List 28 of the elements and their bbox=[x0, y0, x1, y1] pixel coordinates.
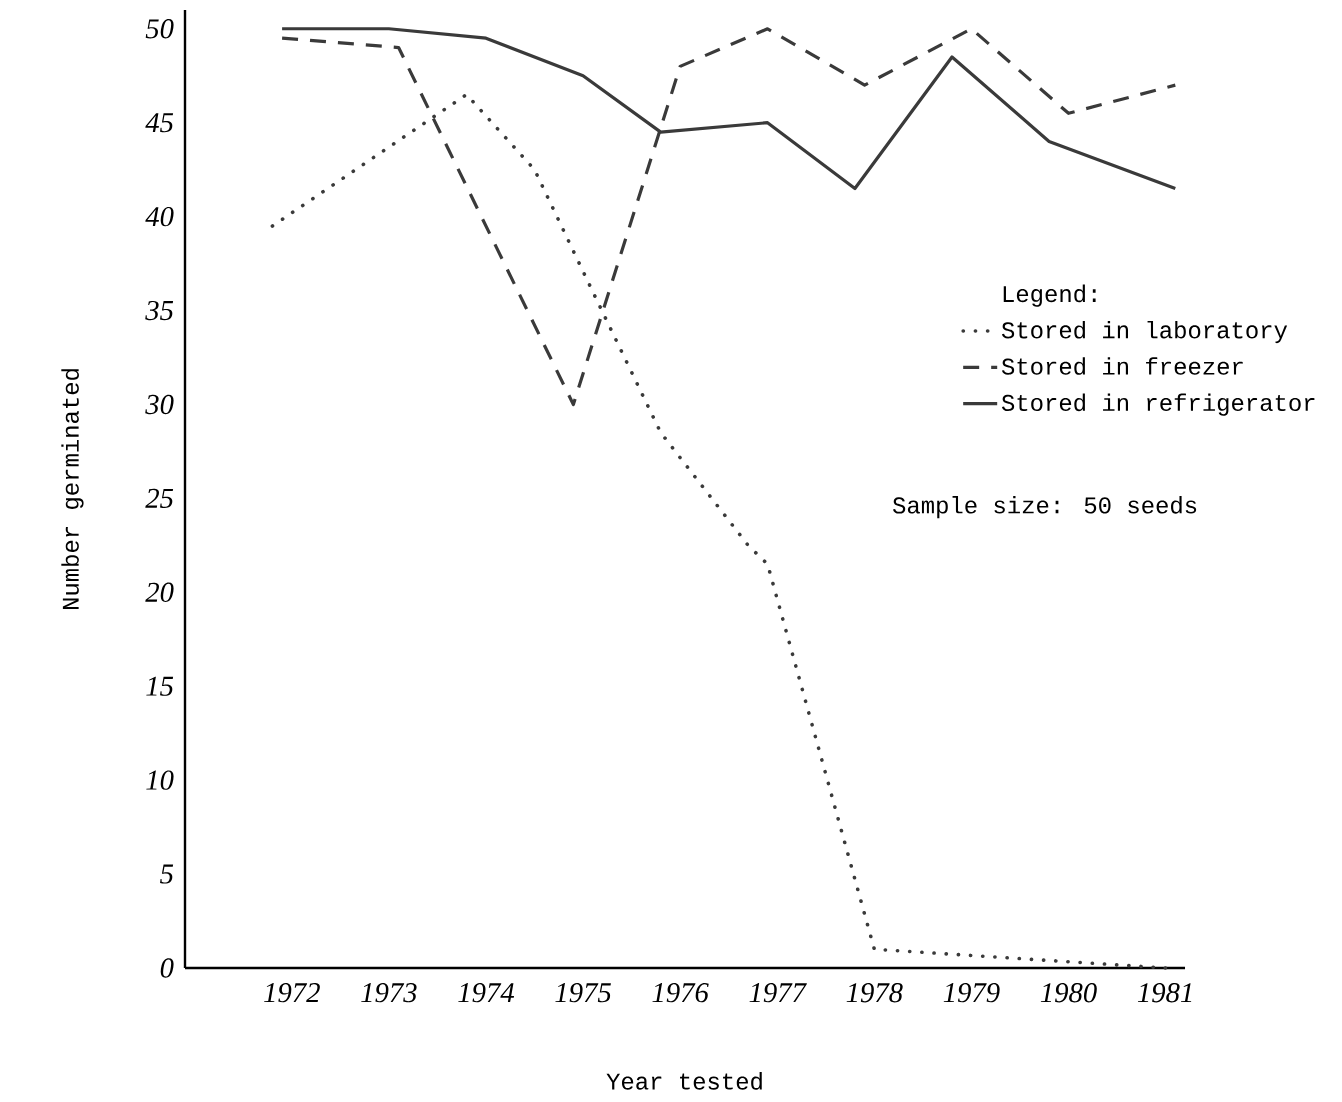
y-tick-label: 15 bbox=[146, 676, 174, 696]
x-tick-label: 1975 bbox=[555, 983, 611, 1003]
x-tick-label: 1981 bbox=[1137, 983, 1192, 1003]
x-axis-title: Year tested bbox=[606, 1072, 762, 1090]
x-tick-label: 1979 bbox=[943, 983, 1000, 1003]
legend-label: Stored in laboratory bbox=[1001, 320, 1288, 344]
y-tick-label: 10 bbox=[146, 770, 174, 790]
y-tick-label: 0 bbox=[160, 958, 174, 978]
x-tick-label: 1977 bbox=[749, 983, 807, 1003]
annotation: Sample size: 50 seeds bbox=[892, 496, 1197, 519]
legend-title: Legend: bbox=[1003, 284, 1096, 307]
x-tick-label: 1980 bbox=[1040, 983, 1097, 1003]
y-tick-label: 5 bbox=[160, 864, 174, 884]
y-tick-label: 35 bbox=[145, 300, 174, 321]
y-tick-label: 30 bbox=[145, 394, 174, 415]
y-axis-title: Number germinated bbox=[61, 369, 84, 610]
y-tick-label: 40 bbox=[145, 206, 174, 227]
legend-label: Stored in refrigerator bbox=[1001, 393, 1315, 416]
y-tick-label: 45 bbox=[145, 113, 174, 133]
x-tick-label: 1976 bbox=[652, 983, 709, 1003]
x-tick-label: 1972 bbox=[264, 983, 320, 1003]
y-tick-label: 50 bbox=[145, 19, 174, 39]
y-tick-label: 20 bbox=[145, 582, 174, 602]
y-tick-label: 25 bbox=[145, 488, 174, 509]
x-tick-label: 1974 bbox=[458, 983, 515, 1003]
x-tick-label: 1978 bbox=[846, 983, 903, 1003]
x-tick-label: 1973 bbox=[361, 983, 417, 1003]
legend-label: Stored in freezer bbox=[1001, 357, 1243, 375]
